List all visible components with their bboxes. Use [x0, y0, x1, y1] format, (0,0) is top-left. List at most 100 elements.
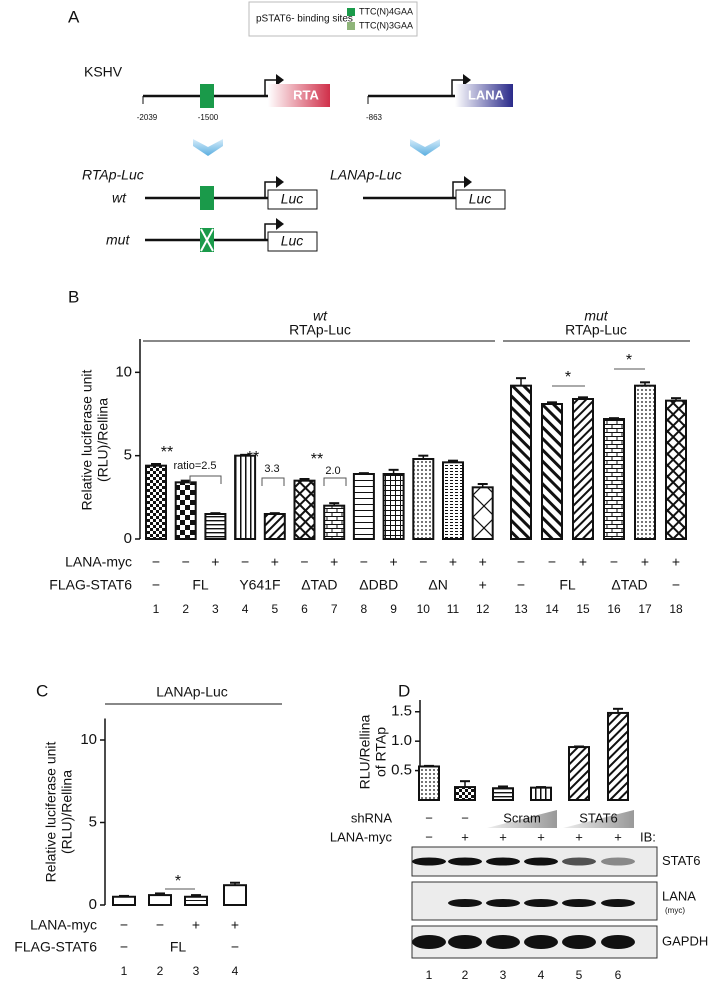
condition-label: FLAG-STAT6 [14, 939, 97, 955]
condition-cell: − [425, 829, 433, 844]
lane-number: 3 [193, 964, 200, 978]
condition-cell: ΔDBD [359, 577, 398, 593]
blot-band [486, 935, 520, 949]
significance-bracket [189, 475, 222, 484]
blot-band [486, 899, 520, 907]
position-label: -863 [366, 113, 383, 122]
condition-cell: + [579, 554, 587, 570]
construct-label: LANAp-Luc [330, 167, 402, 183]
condition-cell: Y641F [239, 577, 280, 593]
bar [263, 513, 286, 540]
annotation: ** [247, 449, 259, 466]
luc-box [267, 231, 318, 252]
group-name: wt [313, 308, 328, 324]
condition-cell: − [419, 554, 427, 570]
condition-cell: + [614, 829, 622, 844]
luc-box [455, 189, 506, 210]
lane-number: 1 [426, 968, 433, 982]
bar [492, 787, 514, 801]
promoter-arrow-head [276, 74, 284, 86]
condition-cell: ΔTAD [611, 577, 647, 593]
condition-label: LANA-myc [330, 829, 393, 844]
condition-cell: + [461, 829, 469, 844]
lane-number: 3 [212, 602, 219, 616]
bar [665, 399, 687, 540]
condition-cell: + [479, 554, 487, 570]
condition-cell: FL [170, 939, 187, 955]
condition-cell: − [241, 554, 249, 570]
bar [418, 765, 440, 801]
binding-site [200, 84, 214, 108]
lane-number: 2 [182, 602, 189, 616]
significance-bracket [323, 477, 347, 486]
lane-number: 12 [476, 602, 490, 616]
bar [442, 461, 464, 541]
blot-header: IB: [640, 829, 656, 844]
condition-cell: − [156, 917, 164, 933]
blot-sublabel: (myc) [665, 906, 685, 915]
gene-label: RTA [293, 87, 319, 102]
promoter-arrow-head [276, 218, 284, 230]
lane-number: 5 [576, 968, 583, 982]
condition-cell: − [182, 554, 190, 570]
lane-number: 15 [576, 602, 590, 616]
group-label: RTAp-Luc [565, 322, 627, 338]
significance-bracket [261, 477, 285, 486]
luc-label: Luc [281, 233, 304, 249]
chart-title: LANAp-Luc [156, 684, 228, 700]
panel-label: D [398, 681, 410, 700]
bar [572, 398, 594, 540]
luc-box [267, 189, 318, 210]
condition-cell: + [499, 829, 507, 844]
blot-band [412, 935, 446, 949]
lane-number: 16 [607, 602, 621, 616]
lane-number: 3 [500, 968, 507, 982]
condition-cell: − [517, 554, 525, 570]
y-tick-label: 1.5 [391, 703, 412, 720]
legend-title: pSTAT6- binding sites [256, 14, 353, 25]
gene-box [268, 84, 330, 107]
bar [323, 504, 346, 540]
bar [568, 746, 590, 802]
blot-band [601, 935, 635, 949]
condition-cell: − [120, 939, 128, 955]
condition-cell: − [360, 554, 368, 570]
condition-cell: + [271, 554, 279, 570]
group-label: RTAp-Luc [289, 322, 351, 338]
bar [352, 473, 375, 540]
annotation: * [175, 873, 181, 890]
y-tick-label: 0.5 [391, 762, 412, 779]
blot-band [448, 899, 482, 907]
blot-band [448, 935, 482, 949]
condition-cell: FL [559, 577, 576, 593]
y-tick-label: 1.0 [391, 732, 412, 749]
bar [145, 464, 167, 540]
blot-band [562, 857, 596, 866]
blot-band [412, 857, 446, 866]
y-axis-label: of RTAp [373, 727, 389, 777]
panel-label: B [68, 287, 79, 306]
lane-number: 6 [615, 968, 622, 982]
annotation: ** [161, 444, 173, 461]
annotation: 2.0 [325, 465, 340, 477]
condition-cell: + [449, 554, 457, 570]
blot-band [601, 857, 635, 866]
condition-cell: − [152, 577, 160, 593]
condition-cell: + [211, 554, 219, 570]
lane-number: 4 [232, 964, 239, 978]
legend-item: TTC(N)4GAA [359, 6, 413, 16]
y-axis-label: Relative luciferase unit [79, 369, 95, 510]
y-tick-label: 0 [124, 530, 132, 547]
condition-label: shRNA [351, 810, 393, 825]
condition-cell: ΔN [428, 577, 447, 593]
blot-label: GAPDH [662, 933, 708, 948]
condition-cell: − [231, 939, 239, 955]
bar [603, 418, 625, 540]
condition-cell: + [330, 554, 338, 570]
condition-cell: + [479, 577, 487, 593]
promoter-arrow [264, 79, 276, 96]
bar [148, 894, 172, 906]
lane-number: 14 [545, 602, 559, 616]
legend-swatch [347, 22, 355, 30]
bar [530, 786, 552, 801]
